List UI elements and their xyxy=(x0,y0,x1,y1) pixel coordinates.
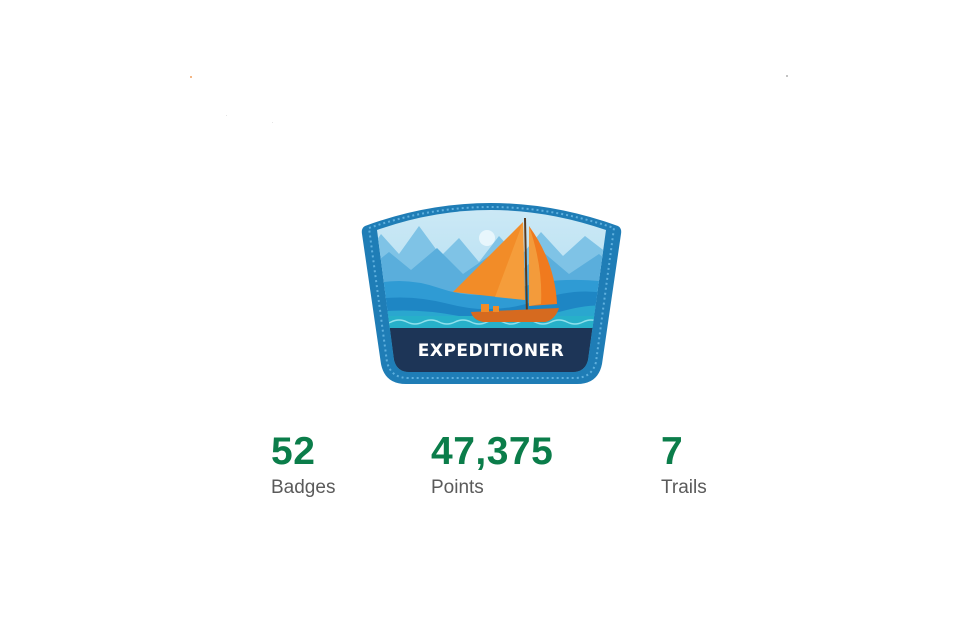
stat-value-trails: 7 xyxy=(661,430,684,473)
rank-badge: EXPEDITIONER xyxy=(359,196,624,386)
stat-trails: 7 Trails xyxy=(661,430,707,500)
stat-value-points: 47,375 xyxy=(431,430,554,473)
rank-name: EXPEDITIONER xyxy=(418,341,565,361)
stat-label-points: Points xyxy=(431,477,484,498)
decorative-speck xyxy=(272,122,273,123)
stat-label-trails: Trails xyxy=(661,477,707,498)
stat-label-badges: Badges xyxy=(271,477,336,498)
stat-points: 47,375 Points xyxy=(431,430,553,500)
stat-value-badges: 52 xyxy=(271,430,316,473)
decorative-speck xyxy=(226,115,227,116)
decorative-speck xyxy=(786,75,788,77)
sailboat-icon xyxy=(453,217,559,322)
decorative-speck xyxy=(190,76,192,78)
sailboat-expeditioner-badge-icon: EXPEDITIONER xyxy=(361,203,622,384)
stat-badges: 52 Badges xyxy=(271,430,335,500)
stats-row: 52 Badges 47,375 Points 7 Trails xyxy=(0,430,970,510)
